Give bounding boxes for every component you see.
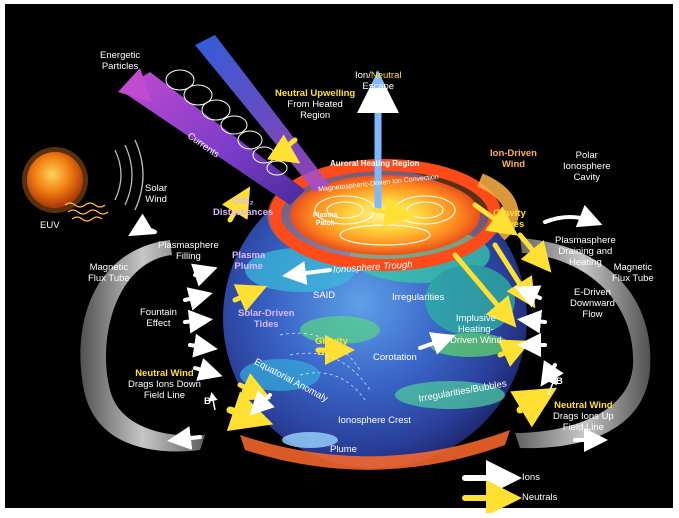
label-ionosphere-crest: Ionosphere Crest xyxy=(338,415,411,426)
energetic-particles-beam xyxy=(120,72,305,205)
label-neutral-wind-right: Neutral Wind Drags Ions Up Field Line xyxy=(553,400,614,433)
label-gravity-waves-top: Gravity Waves xyxy=(493,208,526,230)
label-plasma-patch: Plasma Patch xyxy=(313,212,338,227)
flux-tube-left xyxy=(80,240,205,452)
label-corotation: Corotation xyxy=(373,352,417,363)
label-solar-driven-tides: Solar-Driven Tides xyxy=(238,308,295,330)
label-neutral-wind-left: Neutral Wind Drags Ions Down Field Line xyxy=(128,368,201,401)
label-plasma-plume: Plasma Plume xyxy=(232,250,266,272)
label-ion-driven-wind: Ion-Driven Wind xyxy=(490,148,537,170)
solar-wind-arcs xyxy=(114,139,144,211)
lower-ionosphere-band xyxy=(240,430,510,470)
label-magnetic-flux-tube-right: Magnetic Flux Tube xyxy=(612,262,654,284)
label-gravity-waves-mid: Gravity Waves xyxy=(315,336,348,358)
escape-arrow-head xyxy=(370,70,386,88)
energetic-particles-head xyxy=(118,68,152,102)
label-said: SAID xyxy=(313,290,336,301)
neutral-arrows-bold xyxy=(226,387,558,432)
label-implusive-heating: Implusive Heating- Driven Wind xyxy=(450,313,502,346)
label-euv: EUV xyxy=(40,220,60,231)
legend-ions-label: Ions xyxy=(522,472,540,483)
label-plume: Plume xyxy=(330,444,357,455)
label-solar-wind: Solar Wind xyxy=(145,183,168,205)
label-plasmasphere-draining: Plasmasphere Draining and Heating xyxy=(555,235,616,268)
label-ion-neutral-escape: Ion/Neutral Escape xyxy=(355,70,402,92)
euv-rays xyxy=(64,202,109,222)
label-energetic-particles: Energetic Particles xyxy=(100,50,141,72)
label-plasmasphere-filling: Plasmasphere Filling xyxy=(158,240,219,262)
label-b-left: B xyxy=(204,396,211,407)
flux-tube-right xyxy=(515,238,651,449)
label-irregularities: Irregularities xyxy=(392,292,445,303)
label-e-driven-flow: E-Driven Downward Flow xyxy=(570,287,615,320)
label-auroral-heating-region: Auroral Heating Region xyxy=(330,159,420,168)
particle-spiral xyxy=(165,69,288,176)
label-fountain-effect: Fountain Effect xyxy=(140,307,177,329)
b-field-right xyxy=(547,375,557,396)
plume-patch xyxy=(282,432,338,448)
label-b-right: B xyxy=(556,376,563,387)
label-polar-ionosphere-cavity: Polar Ionosphere Cavity xyxy=(563,150,611,183)
sun xyxy=(22,147,88,213)
ion-arrows xyxy=(128,204,608,452)
b-field-left xyxy=(208,392,218,411)
label-magnetic-flux-tube-left: Magnetic Flux Tube xyxy=(88,262,130,284)
label-neutral-upwelling: Neutral Upwelling From Heated Region xyxy=(275,88,356,121)
dashed-trajectories xyxy=(279,332,371,401)
legend-neutrals-label: Neutrals xyxy=(522,492,558,503)
label-o-n2-disturbances: O/N₂ Disturbances xyxy=(213,196,274,218)
neutral-arrows xyxy=(221,134,552,401)
